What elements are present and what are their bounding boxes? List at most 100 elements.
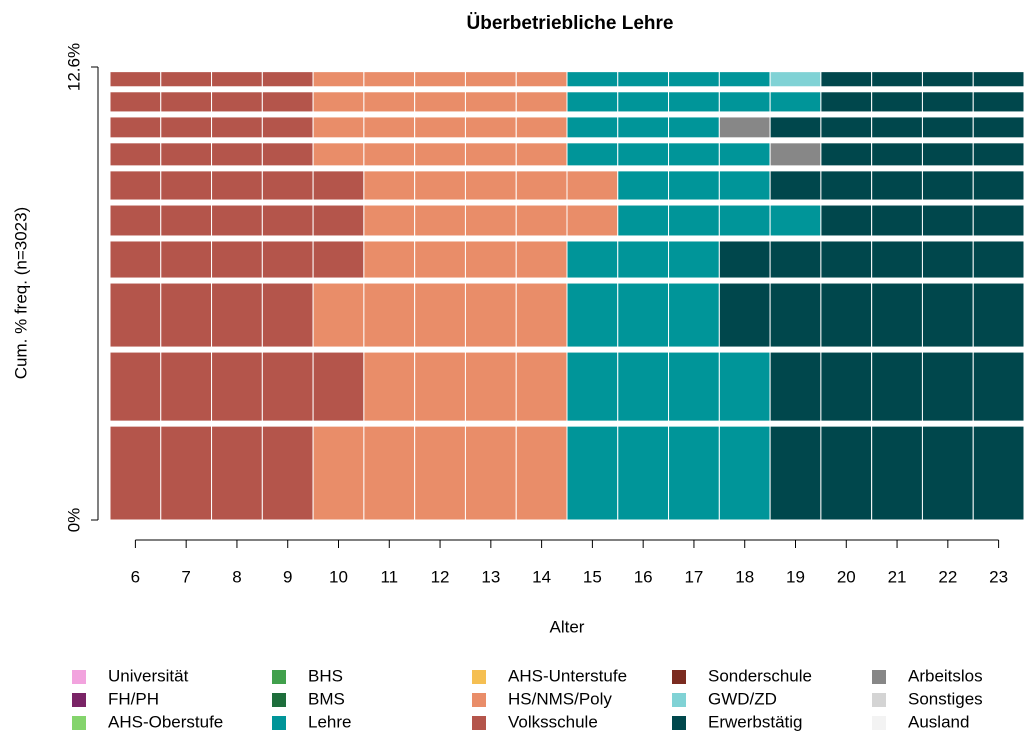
legend-swatch <box>472 716 486 730</box>
sequence-cell <box>363 240 416 279</box>
sequence-cell <box>871 170 923 201</box>
sequence-cell <box>312 170 365 201</box>
sequence-cell <box>261 91 314 113</box>
sequence-cell <box>261 142 314 167</box>
legend-swatch <box>872 716 886 730</box>
sequence-cell <box>414 91 466 113</box>
sequence-cell <box>972 116 1025 139</box>
sequence-cell <box>363 425 416 521</box>
sequence-cell <box>769 282 822 348</box>
sequence-cell <box>464 170 517 201</box>
legend-label: Sonstiges <box>908 689 983 708</box>
sequence-cell <box>363 170 416 201</box>
sequence-cell <box>617 71 670 88</box>
sequence-cell <box>363 204 416 237</box>
sequence-cell <box>312 282 365 348</box>
chart-title: Überbetriebliche Lehre <box>467 13 674 34</box>
sequence-cell <box>109 351 162 422</box>
sequence-cell <box>414 282 466 348</box>
sequence-cell <box>718 116 771 139</box>
sequence-cell <box>211 204 263 237</box>
sequence-cell <box>668 116 720 139</box>
sequence-cell <box>414 116 466 139</box>
sequence-cell <box>464 351 517 422</box>
sequence-cell <box>515 351 568 422</box>
x-tick-label: 12 <box>431 567 450 586</box>
legend-swatch <box>72 670 86 684</box>
sequence-cell <box>109 91 162 113</box>
sequence-cell <box>109 170 162 201</box>
sequence-cell <box>871 240 923 279</box>
sequence-cell <box>820 116 873 139</box>
sequence-cell <box>972 170 1025 201</box>
sequence-cell <box>414 240 466 279</box>
legend-label: HS/NMS/Poly <box>508 689 612 708</box>
sequence-cell <box>668 142 720 167</box>
sequence-cell <box>109 71 162 88</box>
sequence-cell <box>211 240 263 279</box>
sequence-cell <box>668 71 720 88</box>
y-axis-label: Cum. % freq. (n=3023) <box>11 207 30 379</box>
sequence-cell <box>160 91 213 113</box>
y-tick-label: 12.6% <box>64 43 83 91</box>
x-tick-label: 10 <box>329 567 348 586</box>
sequence-cell <box>769 116 822 139</box>
sequence-cell <box>668 91 720 113</box>
legend-label: Sonderschule <box>708 666 812 685</box>
sequence-cell <box>566 170 619 201</box>
sequence-cell <box>464 240 517 279</box>
sequence-cell <box>921 282 974 348</box>
sequence-cell <box>820 71 873 88</box>
legend-swatch <box>72 716 86 730</box>
sequence-cell <box>109 142 162 167</box>
sequence-cell <box>566 282 619 348</box>
sequence-cell <box>871 71 923 88</box>
x-tick-label: 19 <box>786 567 805 586</box>
sequence-cell <box>464 204 517 237</box>
sequence-cell <box>515 116 568 139</box>
sequence-cell <box>972 425 1025 521</box>
sequence-cell <box>972 204 1025 237</box>
sequence-cell <box>109 204 162 237</box>
sequence-cell <box>261 282 314 348</box>
sequence-cell <box>363 71 416 88</box>
sequence-cell <box>820 204 873 237</box>
sequence-cell <box>160 282 213 348</box>
legend-label: Ausland <box>908 712 969 731</box>
sequence-cell <box>363 351 416 422</box>
sequence-cell <box>109 425 162 521</box>
sequence-cell <box>515 425 568 521</box>
x-tick-label: 6 <box>131 567 140 586</box>
sequence-cell <box>617 282 670 348</box>
sequence-cell <box>769 204 822 237</box>
legend-label: BHS <box>308 666 343 685</box>
legend-label: FH/PH <box>108 689 159 708</box>
sequence-cell <box>312 142 365 167</box>
sequence-cell <box>566 425 619 521</box>
sequence-cell <box>668 170 720 201</box>
sequence-cell <box>668 240 720 279</box>
sequence-cell <box>921 71 974 88</box>
sequence-cell <box>211 170 263 201</box>
sequence-cell <box>972 71 1025 88</box>
legend-swatch <box>672 716 686 730</box>
sequence-cell <box>515 282 568 348</box>
sequence-cell <box>261 71 314 88</box>
sequence-cell <box>261 351 314 422</box>
sequence-cell <box>464 91 517 113</box>
sequence-cell <box>871 91 923 113</box>
x-tick-label: 8 <box>232 567 241 586</box>
sequence-cell <box>566 240 619 279</box>
sequence-cell <box>871 282 923 348</box>
sequence-cell <box>312 91 365 113</box>
x-tick-label: 23 <box>989 567 1008 586</box>
sequence-cell <box>718 142 771 167</box>
sequence-cell <box>718 282 771 348</box>
sequence-cell <box>921 170 974 201</box>
sequence-cell <box>617 170 670 201</box>
x-tick-label: 11 <box>380 567 398 586</box>
sequence-cell <box>109 282 162 348</box>
sequence-cell <box>566 142 619 167</box>
sequence-cell <box>871 425 923 521</box>
